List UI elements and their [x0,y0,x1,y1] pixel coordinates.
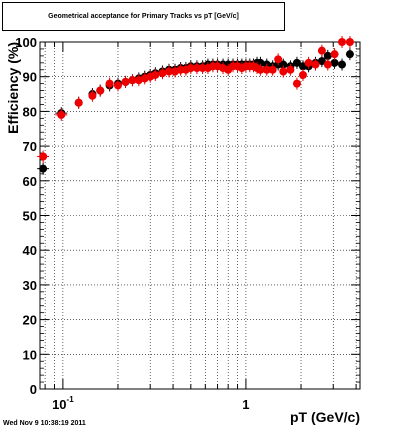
data-point [345,50,354,59]
data-point [121,77,130,86]
data-markers [37,36,354,175]
data-point [317,57,326,66]
x-tick-label: 1 [242,397,249,412]
chart-title: Geometrical acceptance for Primary Track… [48,13,239,20]
data-point [105,79,114,88]
y-tick-label: 20 [23,313,37,328]
data-point [338,38,347,46]
data-point [262,65,271,74]
axis-labels: 0 10 20 30 40 50 60 70 80 90 100 10-1 1 pT (GeV/c) Eff… [5,35,360,425]
data-point [74,98,83,107]
data-point [279,67,288,76]
data-point [88,91,97,100]
chart-title-box: Geometrical acceptance for Primary Track… [2,2,285,31]
y-tick-label: 40 [23,243,37,258]
data-point [338,60,347,69]
y-tick-label: 100 [15,35,37,50]
data-point [113,81,122,90]
data-point [298,70,307,79]
data-point [323,60,332,69]
grid [40,42,360,389]
data-point [57,110,66,119]
y-tick-label: 90 [23,70,37,85]
y-tick-label: 80 [23,104,37,119]
data-point [292,58,301,67]
x-tick-label: 10-1 [52,395,74,412]
data-point [268,65,277,74]
data-point [128,76,137,85]
axes [39,41,361,390]
data-point [279,60,288,69]
data-point [39,152,48,161]
data-point [39,164,48,173]
data-point [345,38,354,46]
y-tick-label: 70 [23,139,37,154]
data-point [192,64,201,73]
timestamp: Wed Nov 9 10:38:19 2011 [3,420,86,427]
x-axis-label: pT (GeV/c) [290,409,360,425]
data-point [158,69,167,78]
y-tick-label: 10 [23,347,37,362]
data-point [96,86,105,95]
data-point [274,55,283,64]
data-point [186,64,195,73]
y-axis-label: Efficiency (%) [5,42,21,134]
data-point [151,70,160,79]
data-point [311,60,320,69]
data-point [323,51,332,60]
data-point [164,67,173,76]
y-tick-label: 60 [23,174,37,189]
data-point [256,65,265,74]
data-point [292,79,301,88]
y-tick-label: 0 [30,382,37,397]
data-point [330,50,339,59]
y-tick-label: 50 [23,209,37,224]
data-point [286,65,295,74]
y-tick-label: 30 [23,278,37,293]
data-point [330,58,339,67]
data-point [304,58,313,67]
data-point [317,46,326,55]
